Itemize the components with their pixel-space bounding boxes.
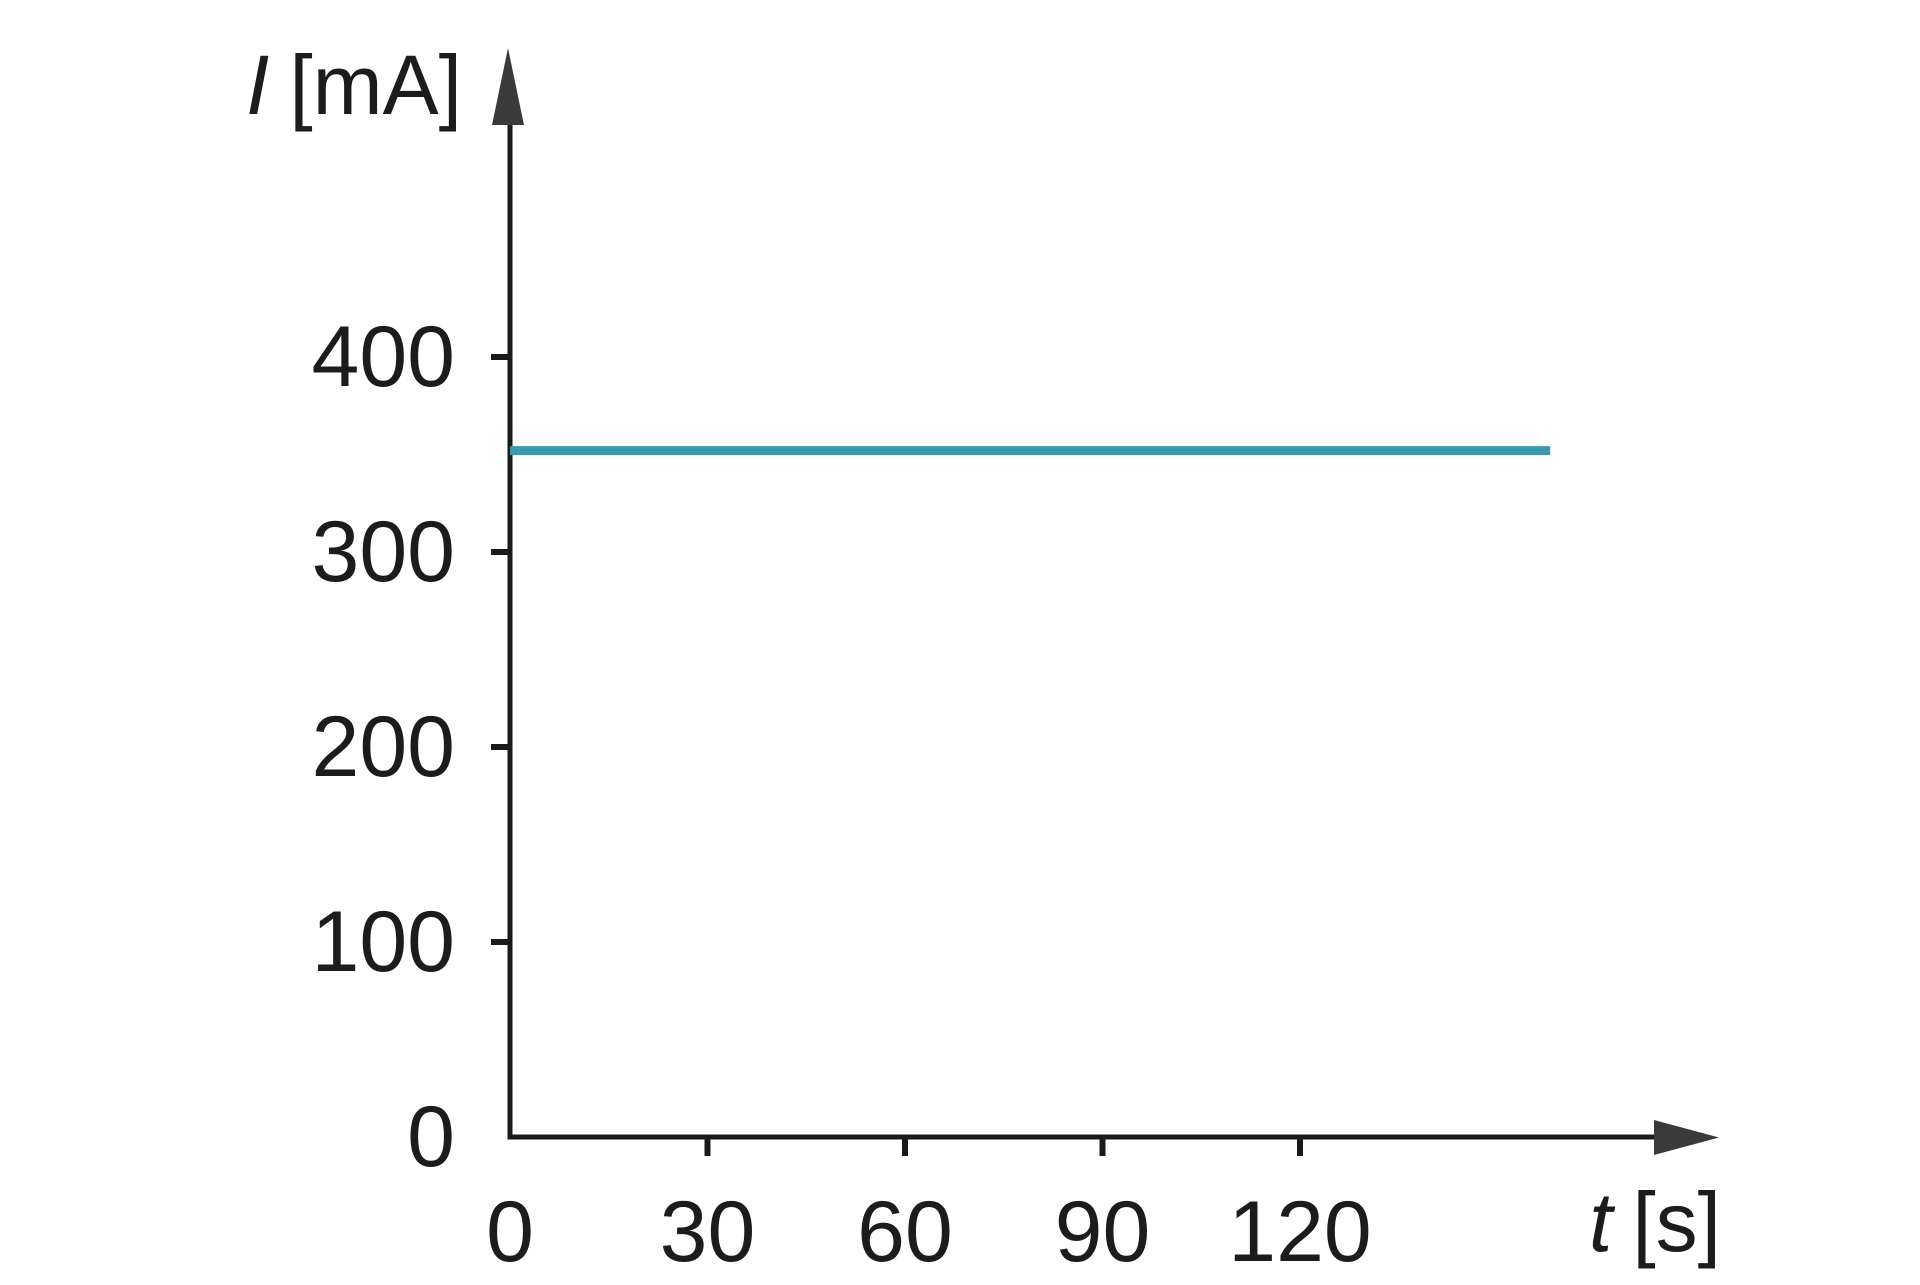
y-axis-unit: [mA] [289,38,462,132]
x-tick-label: 0 [486,1184,534,1280]
x-axis-arrowhead [1654,1120,1719,1155]
x-tick-label: 30 [659,1184,756,1280]
x-tick-label: 60 [857,1184,953,1280]
x-tick-label: 90 [1054,1184,1151,1280]
x-axis-symbol: t [1588,1175,1613,1269]
y-axis-symbol: I [245,38,270,132]
y-tick-label: 0 [407,1089,455,1185]
x-axis-title: t [s] [1589,1180,1721,1264]
y-tick-label: 300 [311,504,456,600]
x-axis-unit: [s] [1632,1175,1722,1269]
y-tick-label: 100 [311,894,456,990]
y-tick-label: 200 [311,699,456,795]
y-axis-title: I [mA] [246,43,462,127]
y-axis-arrowhead [492,48,524,125]
y-tick-label: 400 [311,309,456,405]
x-tick-label: 120 [1228,1184,1372,1280]
